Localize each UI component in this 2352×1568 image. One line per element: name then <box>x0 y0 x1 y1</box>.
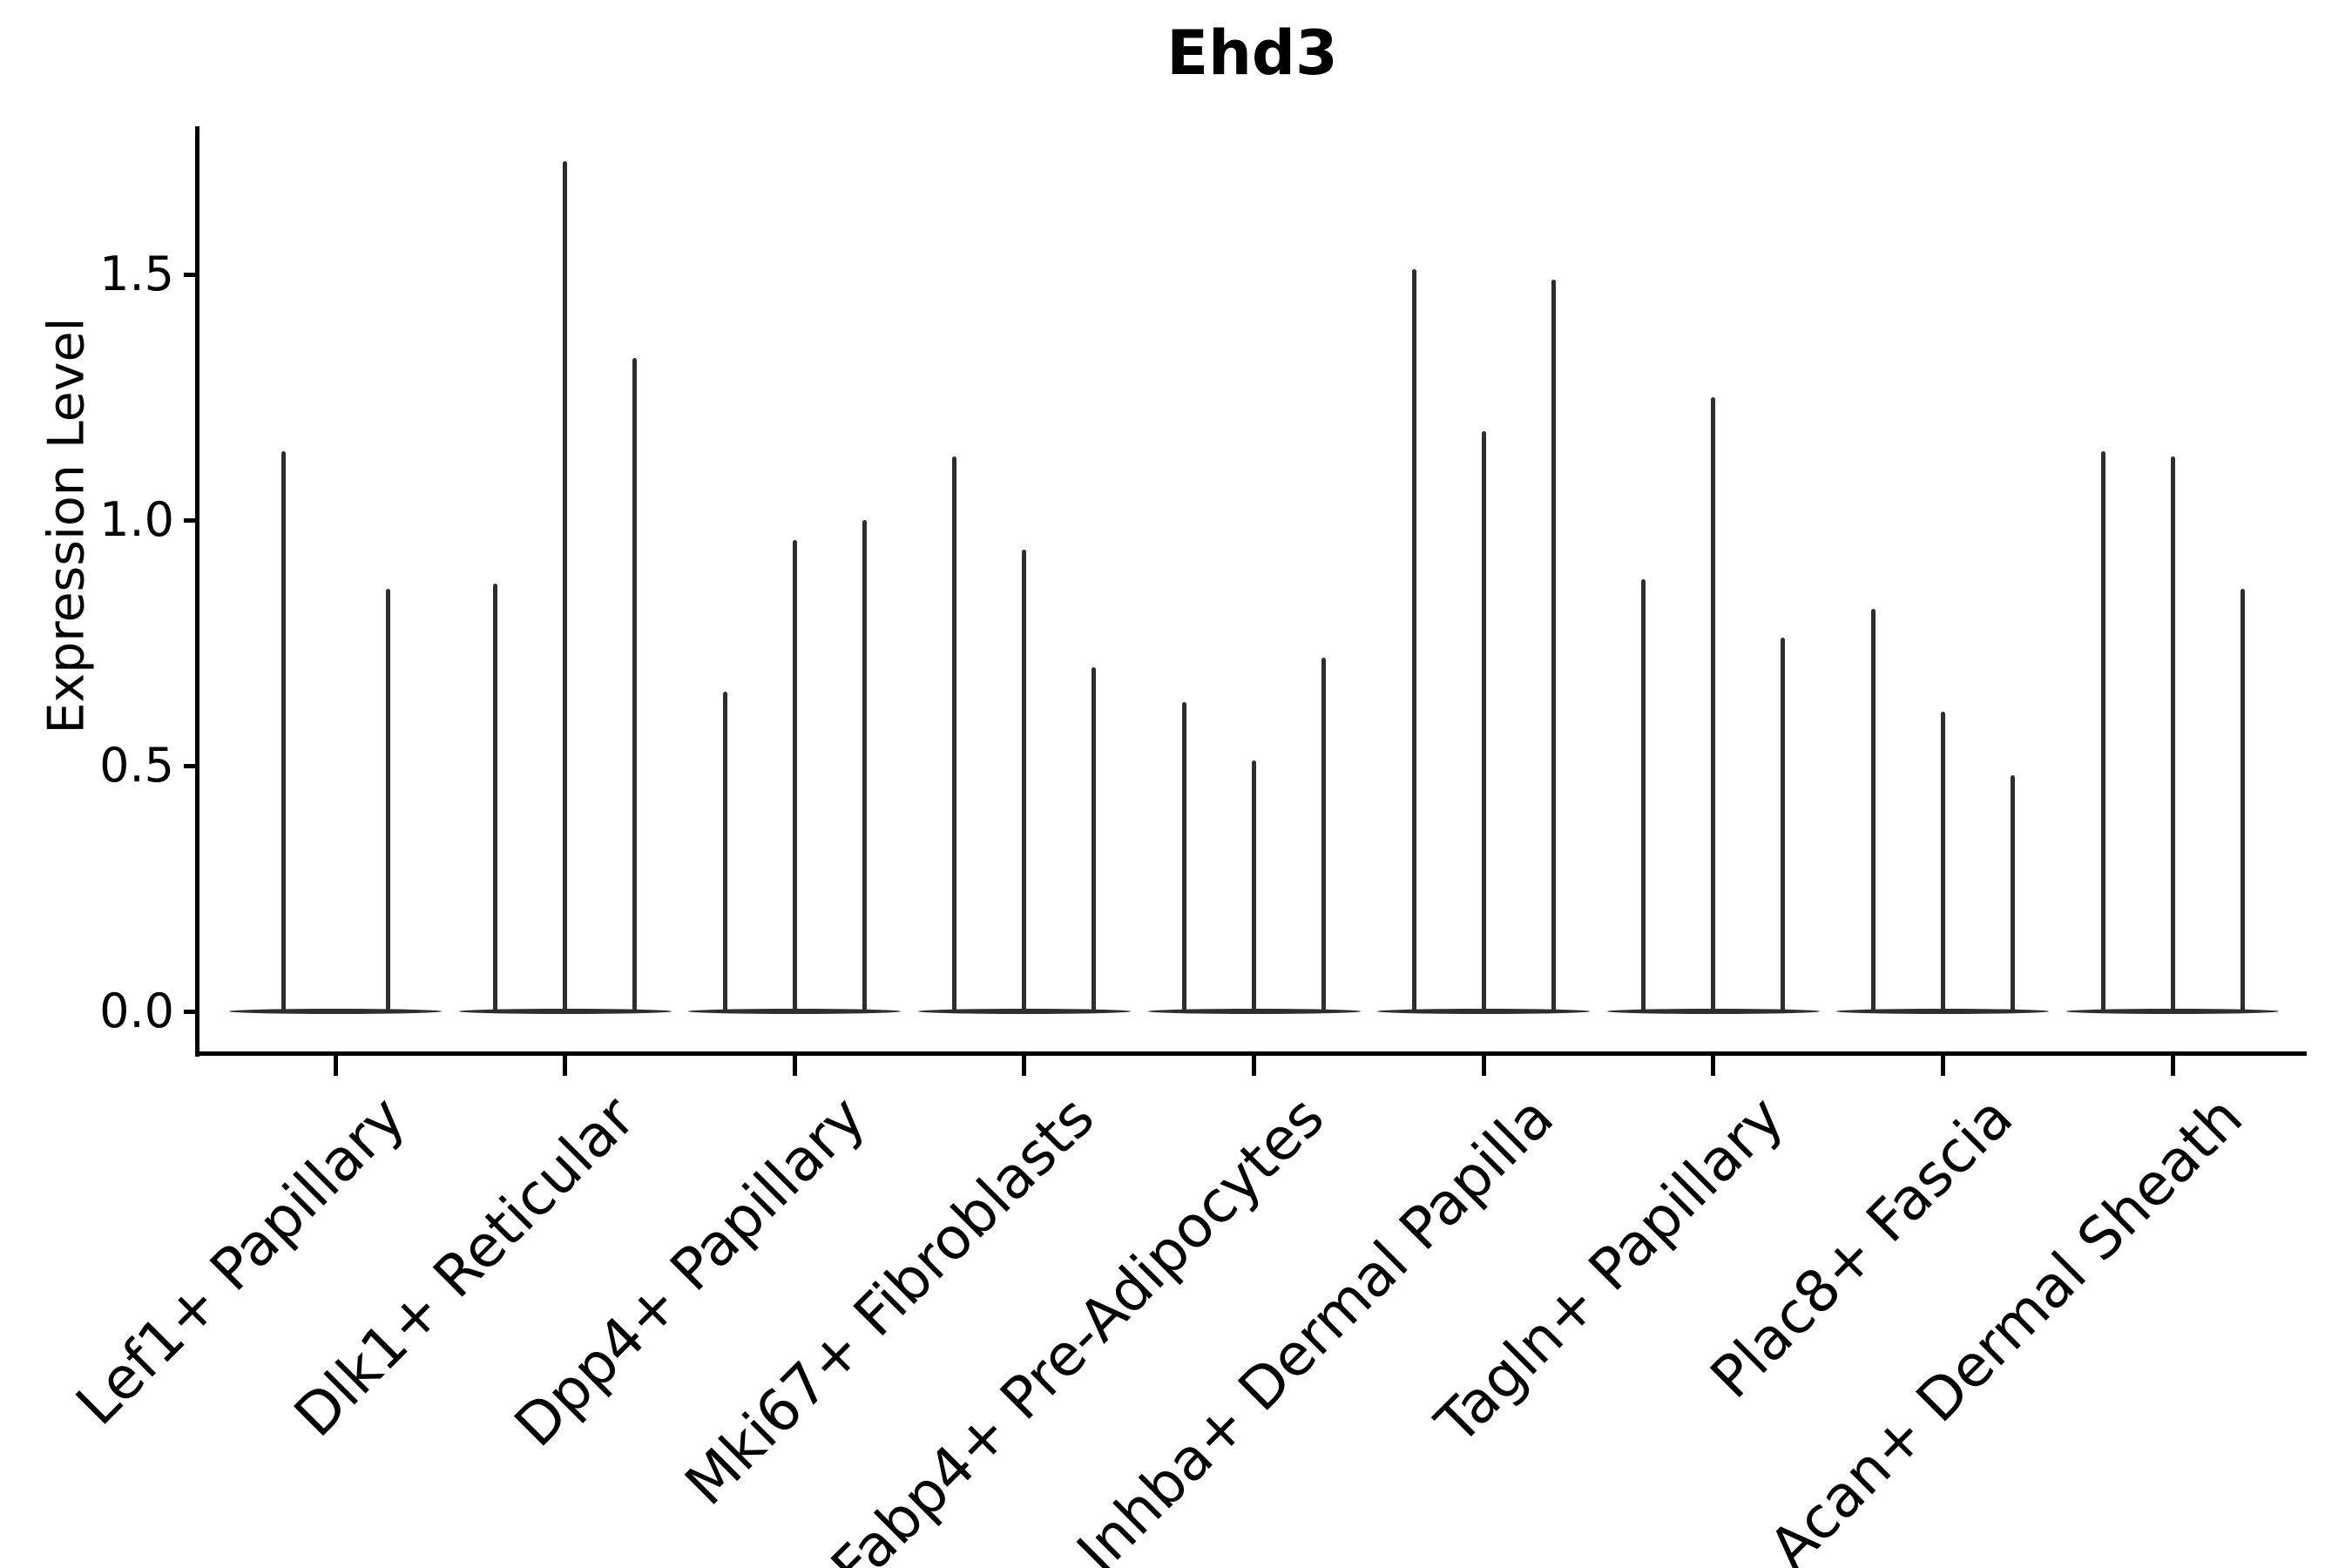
violin-spike <box>1940 711 1945 1011</box>
violin-base <box>229 1009 442 1014</box>
violin-spike <box>722 692 727 1011</box>
violin-spike <box>2170 456 2175 1011</box>
violin-spike <box>1870 608 1876 1011</box>
x-tick-mark <box>792 1056 797 1076</box>
y-tick-label: 0.0 <box>99 983 174 1038</box>
violin-spike <box>792 539 797 1011</box>
violin-base <box>688 1009 902 1014</box>
violin-spike <box>1781 638 1786 1011</box>
x-tick-mark <box>2170 1056 2175 1076</box>
violin-spike <box>1641 578 1646 1011</box>
violin-spike <box>280 451 286 1011</box>
x-tick-mark <box>1940 1056 1945 1076</box>
violin-base <box>1836 1009 2050 1014</box>
violin-base <box>1147 1009 1361 1014</box>
violin-spike <box>1711 397 1716 1011</box>
y-tick-label: 1.0 <box>99 492 174 547</box>
violin-spike <box>1551 279 1556 1011</box>
plot-title: Ehd3 <box>1166 17 1338 89</box>
violin-spike <box>1321 657 1327 1011</box>
violin-spike <box>563 161 568 1011</box>
x-tick-mark <box>1022 1056 1027 1076</box>
violin-base <box>458 1009 672 1014</box>
x-tick-label: Inhba+ Dermal Papilla <box>1064 1083 1567 1568</box>
violin-spike <box>632 357 638 1011</box>
y-tick-label: 1.5 <box>99 247 174 301</box>
x-axis-spine <box>195 1051 2307 1056</box>
x-tick-label: Acan+ Dermal Sheath <box>1756 1083 2256 1568</box>
y-axis-spine <box>195 126 199 1057</box>
y-tick-label: 0.5 <box>99 738 174 793</box>
violin-spike <box>1092 667 1097 1011</box>
violin-spike <box>862 520 867 1011</box>
y-tick-mark <box>184 272 196 277</box>
violin-spike <box>1252 760 1257 1011</box>
violin-spike <box>1182 701 1187 1011</box>
violin-spike <box>2240 588 2245 1011</box>
violin-spike <box>952 456 957 1011</box>
violin-spike <box>2010 775 2015 1011</box>
violin-base <box>1377 1009 1591 1014</box>
violin-spike <box>1411 269 1416 1011</box>
violin-spike <box>2100 451 2105 1011</box>
x-tick-mark <box>1252 1056 1257 1076</box>
violin-spike <box>1022 549 1027 1011</box>
x-tick-mark <box>333 1056 338 1076</box>
violin-base <box>2066 1009 2280 1014</box>
x-tick-mark <box>563 1056 568 1076</box>
violin-spike <box>493 584 498 1011</box>
x-tick-mark <box>1711 1056 1716 1076</box>
x-tick-mark <box>1481 1056 1486 1076</box>
violin-spike <box>385 588 390 1011</box>
y-tick-mark <box>184 517 196 523</box>
violin-spike <box>1481 431 1486 1011</box>
y-tick-mark <box>184 763 196 768</box>
violin-base <box>1606 1009 1820 1014</box>
x-tick-label: Mki67+ Fibroblasts <box>672 1083 1108 1518</box>
violin-base <box>917 1009 1131 1014</box>
y-tick-mark <box>184 1009 196 1014</box>
